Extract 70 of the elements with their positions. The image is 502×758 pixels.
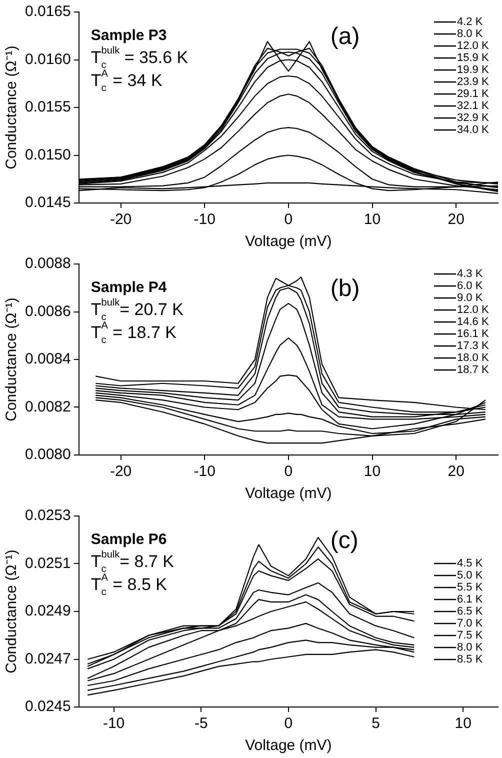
- legend-label: 18.0 K: [457, 352, 490, 364]
- legend-label: 19.9 K: [457, 64, 490, 76]
- y-tick-label: 0.0247: [24, 650, 71, 668]
- legend-label: 6.5 K: [457, 606, 484, 618]
- y-tick-label: 0.0145: [24, 194, 71, 212]
- legend-label: 4.2 K: [457, 16, 484, 28]
- annotation: Sample P3: [90, 27, 167, 44]
- x-tick-label: 10: [454, 715, 472, 732]
- legend-label: 5.0 K: [457, 570, 484, 582]
- legend-label: 4.3 K: [457, 268, 484, 280]
- y-tick-label: 0.0155: [24, 98, 71, 116]
- x-tick-label: 0: [284, 463, 293, 480]
- legend-label: 12.0 K: [457, 304, 490, 316]
- x-tick-label: 0: [284, 211, 293, 228]
- x-tick-label: -5: [194, 715, 208, 732]
- y-axis-title: Conductance (Ω⁻¹): [3, 550, 20, 674]
- y-tick-label: 0.0082: [24, 398, 71, 416]
- x-tick-label: 10: [364, 211, 381, 228]
- y-tick-label: 0.0084: [24, 350, 71, 368]
- x-tick-label: -10: [102, 715, 125, 732]
- x-tick-label: 20: [448, 211, 464, 228]
- x-tick-label: 20: [448, 463, 464, 480]
- y-tick-label: 0.0150: [24, 146, 71, 164]
- x-axis-title: Voltage (mV): [245, 485, 332, 502]
- legend-label: 12.0 K: [457, 40, 490, 52]
- y-tick-label: 0.0086: [24, 302, 71, 320]
- legend-label: 16.1 K: [457, 328, 490, 340]
- y-tick-label: 0.0249: [24, 602, 71, 620]
- legend-label: 23.9 K: [457, 76, 490, 88]
- legend-label: 29.1 K: [457, 88, 490, 100]
- legend-label: 9.0 K: [457, 292, 484, 304]
- legend-label: 8.5 K: [457, 654, 484, 666]
- legend-label: 14.6 K: [457, 316, 490, 328]
- x-tick-label: 5: [372, 715, 380, 732]
- y-axis-title: Conductance (Ω⁻¹): [3, 46, 20, 170]
- y-tick-label: 0.0088: [24, 255, 71, 272]
- x-axis-title: Voltage (mV): [245, 233, 332, 250]
- x-tick-label: -10: [194, 211, 216, 228]
- annotation: (a): [330, 23, 360, 50]
- x-tick-label: 10: [364, 463, 381, 480]
- legend-label: 17.3 K: [457, 340, 490, 352]
- x-tick-label: 0: [284, 715, 293, 732]
- legend-label: 7.5 K: [457, 630, 484, 642]
- x-tick-label: -20: [110, 211, 132, 228]
- legend-label: 6.0 K: [457, 280, 484, 292]
- legend-label: 32.9 K: [457, 112, 490, 124]
- y-axis-title: Conductance (Ω⁻¹): [3, 298, 20, 422]
- legend-label: 8.0 K: [457, 642, 484, 654]
- y-tick-label: 0.0251: [24, 554, 71, 572]
- legend-label: 5.5 K: [457, 582, 484, 594]
- legend-label: 15.9 K: [457, 52, 490, 64]
- legend-label: 6.1 K: [457, 594, 484, 606]
- y-tick-label: 0.0160: [24, 50, 71, 68]
- legend-label: 7.0 K: [457, 618, 484, 630]
- annotation: (b): [330, 275, 360, 302]
- y-tick-label: 0.0253: [24, 507, 71, 524]
- legend-label: 32.1 K: [457, 100, 490, 112]
- x-axis-title: Voltage (mV): [245, 737, 332, 754]
- y-tick-label: 0.0165: [24, 3, 71, 20]
- legend-label: 18.7 K: [457, 364, 490, 376]
- annotation: (c): [330, 527, 358, 554]
- legend-label: 8.0 K: [457, 28, 484, 40]
- y-tick-label: 0.0080: [24, 446, 71, 464]
- legend-label: 4.5 K: [457, 558, 484, 570]
- annotation: Sample P6: [90, 531, 167, 548]
- x-tick-label: -10: [194, 463, 216, 480]
- annotation: Sample P4: [90, 279, 168, 296]
- legend-label: 34.0 K: [457, 124, 490, 136]
- y-tick-label: 0.0245: [24, 698, 71, 716]
- x-tick-label: -20: [110, 463, 132, 480]
